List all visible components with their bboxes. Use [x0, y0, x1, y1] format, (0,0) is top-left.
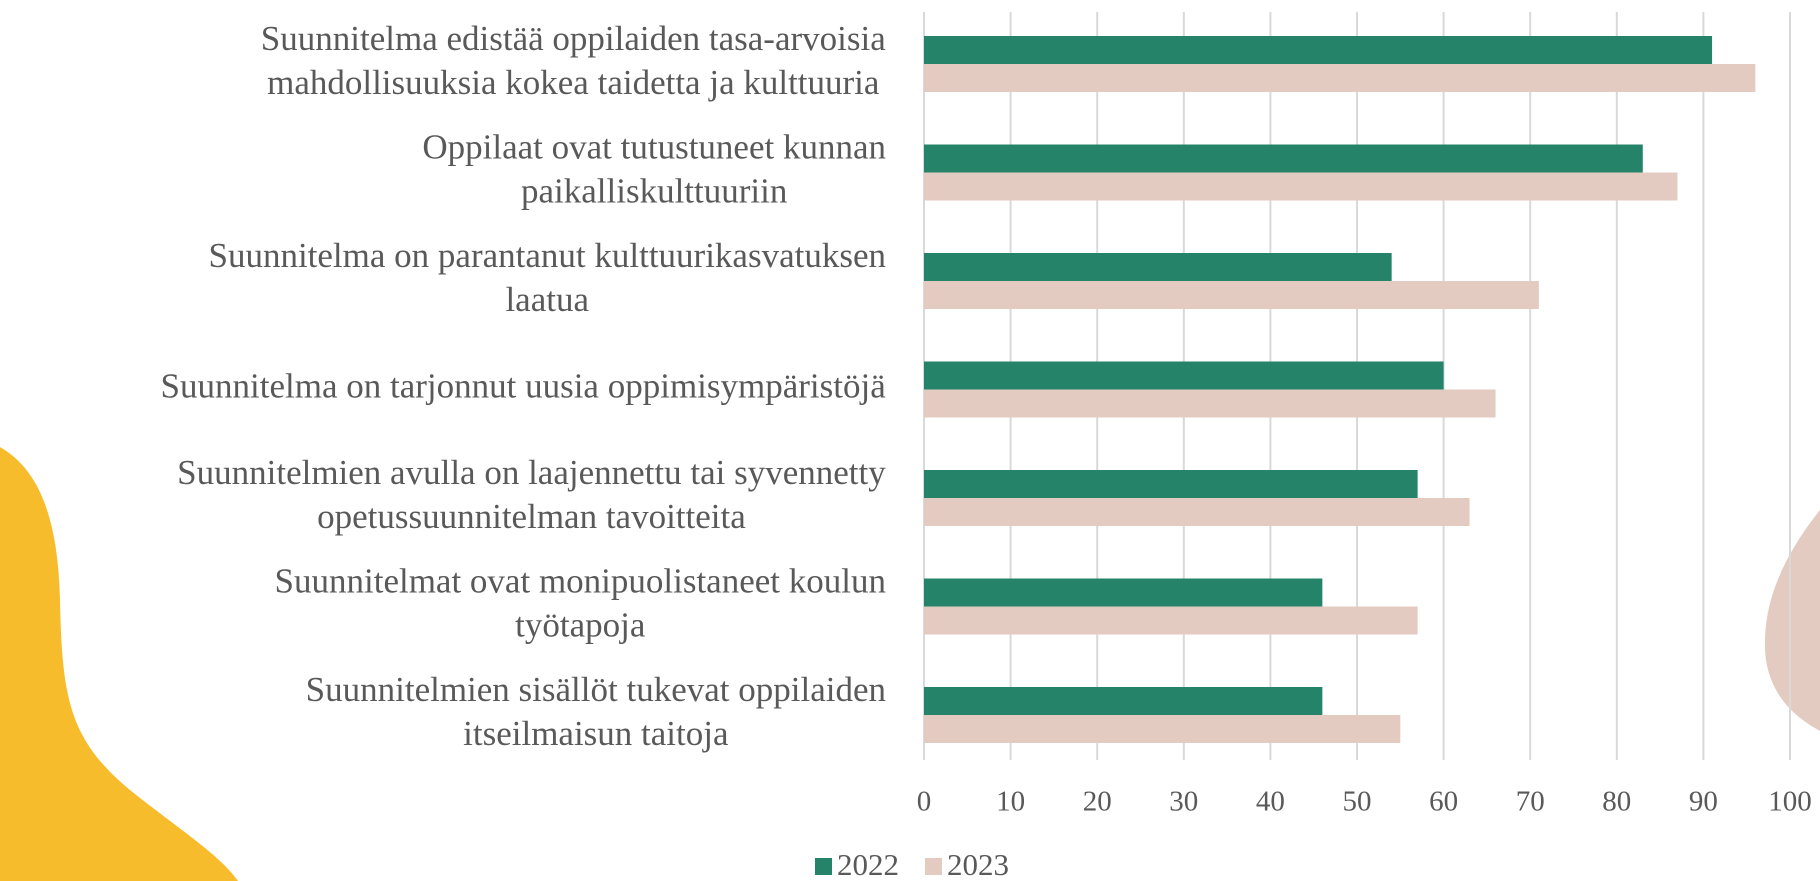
bar — [924, 607, 1418, 635]
y-tick-label: itseilmaisun taitoja — [463, 714, 729, 753]
x-tick-label: 90 — [1689, 786, 1718, 818]
y-tick-label: Suunnitelma on parantanut kulttuurikasva… — [208, 236, 886, 275]
bar — [924, 253, 1392, 281]
decor-blob — [1765, 510, 1820, 731]
legend-label: 2022 — [837, 847, 899, 881]
x-tick-label: 60 — [1429, 786, 1458, 818]
x-tick-label: 10 — [996, 786, 1025, 818]
y-tick-label: Oppilaat ovat tutustuneet kunnan — [422, 128, 886, 167]
bar — [924, 36, 1712, 64]
x-tick-label: 80 — [1602, 786, 1631, 818]
y-tick-label: mahdollisuuksia kokea taidetta ja kulttu… — [267, 63, 880, 102]
y-tick-label: Suunnitelma on tarjonnut uusia oppimisym… — [161, 367, 887, 406]
x-tick-label: 100 — [1768, 786, 1812, 818]
bar — [924, 145, 1643, 173]
bar — [924, 362, 1444, 390]
legend-label: 2023 — [947, 847, 1009, 881]
bar — [924, 470, 1418, 498]
x-tick-label: 0 — [917, 786, 932, 818]
y-tick-label: Suunnitelmien avulla on laajennettu tai … — [177, 453, 886, 492]
bar — [924, 173, 1677, 201]
bar — [924, 579, 1322, 607]
legend-swatch — [925, 858, 942, 875]
y-tick-label: Suunnitelma edistää oppilaiden tasa-arvo… — [261, 19, 886, 58]
decor-blob — [0, 447, 238, 881]
bar — [924, 281, 1539, 309]
legend-swatch — [815, 858, 832, 875]
y-tick-label: työtapoja — [515, 606, 646, 645]
bar — [924, 498, 1470, 526]
bar — [924, 64, 1755, 92]
x-tick-label: 30 — [1169, 786, 1198, 818]
bar — [924, 390, 1496, 418]
y-tick-label: Suunnitelmat ovat monipuolistaneet koulu… — [275, 562, 886, 601]
x-tick-label: 40 — [1256, 786, 1285, 818]
chart: 0 10 20 30 40 50 60 70 80 90 100 Suunnitelma edistä… — [0, 0, 1820, 881]
x-tick-label: 70 — [1516, 786, 1545, 818]
x-tick-label: 50 — [1343, 786, 1372, 818]
x-tick-label: 20 — [1083, 786, 1112, 818]
y-tick-label: opetussuunnitelman tavoitteita — [317, 497, 746, 536]
y-tick-label: laatua — [505, 280, 589, 319]
y-tick-label: Suunnitelmien sisällöt tukevat oppilaide… — [306, 670, 886, 709]
y-tick-label: paikalliskulttuuriin — [521, 172, 787, 211]
bar — [924, 715, 1400, 743]
bar — [924, 687, 1322, 715]
